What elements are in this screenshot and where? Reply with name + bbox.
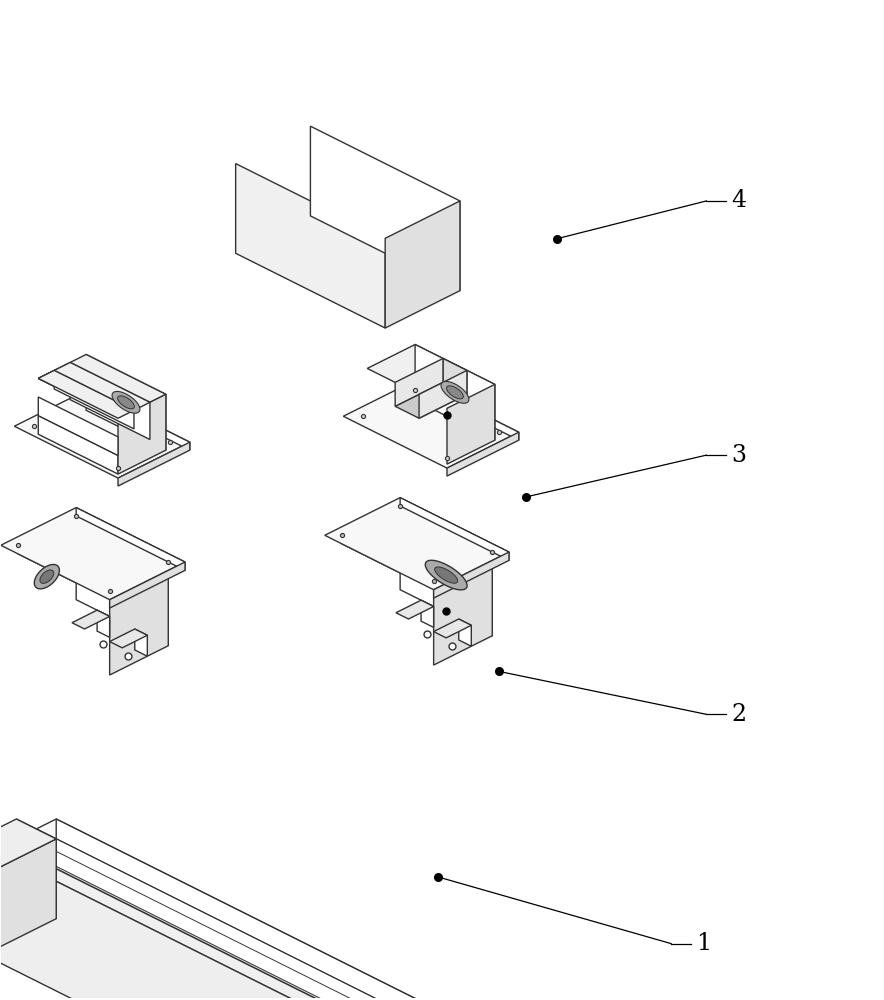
Polygon shape — [395, 382, 467, 418]
Polygon shape — [72, 610, 110, 629]
Polygon shape — [118, 394, 166, 474]
Polygon shape — [396, 600, 434, 619]
Polygon shape — [324, 498, 509, 590]
Polygon shape — [20, 843, 499, 1000]
Polygon shape — [76, 508, 185, 570]
Polygon shape — [118, 396, 134, 409]
Polygon shape — [0, 869, 554, 1000]
Polygon shape — [425, 560, 467, 590]
Polygon shape — [112, 391, 140, 413]
Polygon shape — [110, 629, 148, 648]
Polygon shape — [395, 358, 443, 406]
Polygon shape — [415, 344, 495, 440]
Polygon shape — [57, 819, 554, 1000]
Text: 1: 1 — [696, 932, 711, 955]
Polygon shape — [0, 881, 554, 1000]
Polygon shape — [38, 370, 134, 418]
Polygon shape — [400, 498, 509, 560]
Polygon shape — [14, 390, 190, 478]
Polygon shape — [447, 384, 495, 464]
Polygon shape — [38, 416, 118, 474]
Polygon shape — [57, 869, 554, 1000]
Polygon shape — [0, 819, 554, 1000]
Text: 4: 4 — [731, 189, 746, 212]
Polygon shape — [38, 354, 166, 418]
Polygon shape — [38, 397, 118, 455]
Polygon shape — [443, 358, 467, 394]
Polygon shape — [441, 381, 469, 403]
Polygon shape — [459, 619, 471, 646]
Polygon shape — [0, 839, 57, 974]
Text: 3: 3 — [731, 444, 746, 467]
Polygon shape — [435, 567, 458, 583]
Polygon shape — [118, 442, 190, 486]
Polygon shape — [24, 829, 535, 1000]
Polygon shape — [86, 390, 190, 450]
Polygon shape — [415, 380, 519, 440]
Polygon shape — [446, 386, 463, 399]
Polygon shape — [385, 201, 460, 328]
Polygon shape — [57, 839, 554, 1000]
Polygon shape — [134, 629, 148, 656]
Polygon shape — [18, 524, 168, 600]
Polygon shape — [0, 844, 505, 1000]
Polygon shape — [36, 829, 535, 1000]
Polygon shape — [34, 564, 59, 589]
Polygon shape — [421, 600, 434, 627]
Polygon shape — [341, 514, 492, 590]
Polygon shape — [40, 570, 54, 583]
Polygon shape — [434, 560, 492, 665]
Polygon shape — [70, 362, 150, 440]
Polygon shape — [0, 819, 57, 894]
Polygon shape — [343, 380, 519, 468]
Polygon shape — [419, 370, 467, 418]
Polygon shape — [367, 344, 495, 408]
Polygon shape — [86, 354, 166, 450]
Polygon shape — [3, 843, 499, 1000]
Polygon shape — [310, 126, 460, 291]
Polygon shape — [236, 164, 385, 328]
Polygon shape — [38, 362, 150, 418]
Polygon shape — [400, 514, 492, 636]
Polygon shape — [97, 610, 110, 637]
Polygon shape — [110, 570, 168, 675]
Polygon shape — [434, 552, 509, 598]
Polygon shape — [6, 844, 505, 1000]
Polygon shape — [54, 370, 134, 429]
Polygon shape — [76, 524, 168, 646]
Polygon shape — [447, 432, 519, 476]
Polygon shape — [434, 619, 471, 638]
Text: 2: 2 — [731, 703, 746, 726]
Polygon shape — [1, 508, 185, 600]
Polygon shape — [16, 819, 57, 919]
Polygon shape — [110, 562, 185, 608]
